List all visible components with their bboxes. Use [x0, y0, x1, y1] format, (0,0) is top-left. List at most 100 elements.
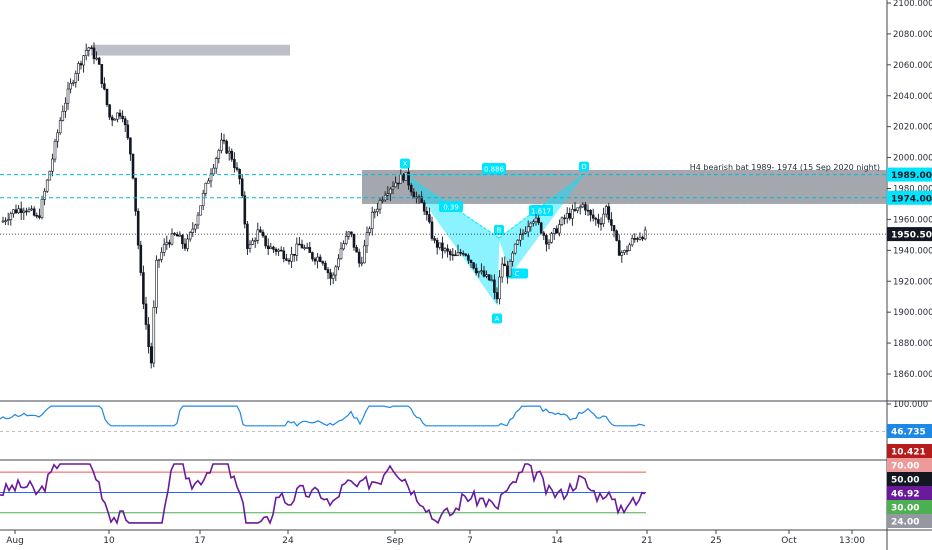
candle-body — [503, 263, 507, 267]
candle-body — [435, 240, 439, 248]
candle-body — [337, 258, 340, 268]
candle-body — [623, 250, 626, 253]
candle-body — [316, 256, 319, 262]
candle-body — [222, 139, 226, 142]
candle-body — [485, 274, 488, 277]
candle-body — [594, 217, 598, 220]
candle-body — [58, 120, 62, 134]
candle-body — [568, 213, 572, 219]
time-tick-label: 24 — [282, 536, 294, 546]
candle-body — [487, 274, 491, 281]
candle-body — [295, 243, 299, 256]
candle-body — [565, 213, 569, 219]
candle-body — [381, 199, 384, 202]
candle-body — [425, 210, 429, 215]
candle-body — [373, 211, 377, 214]
candle-body — [25, 210, 28, 213]
candle-body — [95, 57, 98, 60]
candle-body — [142, 272, 145, 305]
candle-body — [53, 140, 57, 160]
candle-body — [586, 209, 590, 212]
candle-body — [84, 50, 88, 57]
candle-body — [178, 235, 182, 237]
candle-body — [313, 258, 317, 262]
rsi-indicator: 100.000 — [0, 400, 928, 433]
candle-body — [357, 251, 361, 264]
candle-body — [391, 186, 395, 190]
candle-body — [469, 259, 473, 263]
level-1974-label: 1974.000 — [891, 194, 932, 204]
osc-24-label: 24.00 — [891, 518, 919, 528]
candle-body — [422, 202, 426, 212]
osc-70-label: 70.00 — [891, 462, 919, 472]
candle-body — [376, 208, 379, 213]
candle-body — [214, 158, 218, 169]
candle-body — [539, 222, 543, 234]
time-tick-label: 14 — [551, 536, 563, 546]
candle-body — [48, 170, 52, 181]
rsi-pane[interactable] — [0, 401, 887, 459]
candle-body — [477, 271, 481, 274]
candle-body — [79, 63, 83, 66]
candle-body — [71, 82, 75, 84]
candle-body — [456, 252, 460, 256]
candle-body — [6, 219, 10, 221]
candle-body — [261, 231, 265, 237]
candle-body — [638, 236, 642, 240]
price-tick-label: 2100.000 — [893, 0, 932, 9]
price-tick-label: 1860.000 — [893, 370, 932, 380]
time-tick-label: Oct — [781, 536, 797, 546]
candle-body — [149, 346, 153, 364]
candle-body — [139, 244, 143, 273]
candle-body — [610, 219, 613, 226]
rsi-value-label-box — [887, 424, 932, 438]
price-tick-label: 1960.000 — [893, 215, 932, 225]
oscillator-pane[interactable] — [0, 460, 887, 530]
candle-body — [433, 238, 436, 241]
candle-body — [17, 208, 20, 214]
candle-body — [334, 266, 338, 276]
candle-body — [446, 248, 449, 252]
pattern-note: H4 bearish bat 1989- 1974 (15 Sep 2020 n… — [690, 163, 880, 172]
candle-body — [272, 246, 275, 250]
candle-body — [308, 247, 312, 253]
candle-body — [324, 262, 327, 270]
candle-body — [256, 229, 260, 241]
candle-body — [74, 73, 78, 83]
candle-body — [282, 250, 286, 260]
candle-body — [604, 206, 608, 215]
osc-30-label: 30.00 — [891, 504, 919, 514]
price-axis[interactable]: 2100.000 2080.000 2060.000 2040.000 2020.000… — [887, 0, 932, 380]
candle-body — [597, 218, 600, 224]
candle-body — [298, 243, 301, 246]
candle-body — [560, 217, 564, 225]
candle-body — [186, 238, 189, 249]
zones-layer — [91, 44, 887, 204]
price-tick-label: 2000.000 — [893, 154, 932, 164]
candle-body — [547, 242, 551, 245]
candle-body — [311, 252, 314, 260]
candle-body — [40, 199, 44, 218]
candle-body — [38, 215, 41, 218]
pattern-point-box — [579, 161, 589, 172]
candle-body — [100, 64, 104, 85]
candle-body — [589, 209, 592, 216]
candle-body — [620, 252, 624, 256]
candle-body — [581, 204, 585, 208]
price-tick-label: 1900.000 — [893, 308, 932, 318]
candle-body — [147, 324, 150, 347]
candle-body — [454, 254, 457, 257]
candle-body — [274, 248, 278, 252]
candle-body — [279, 249, 283, 252]
price-tick-label: 1940.000 — [893, 246, 932, 256]
candle-body — [607, 206, 611, 220]
rsi-secondary-label-box — [887, 444, 932, 458]
time-axis[interactable]: Aug 10 17 24 Sep 7 14 21 25 Oct 13:00 — [6, 530, 865, 546]
pattern-ratio-box — [529, 205, 553, 216]
rsi-tick-label: 100.000 — [893, 400, 928, 410]
candle-body — [30, 208, 33, 211]
price-tick-label: 2060.000 — [893, 61, 932, 71]
candle-body — [396, 182, 400, 185]
candle-body — [235, 167, 239, 170]
